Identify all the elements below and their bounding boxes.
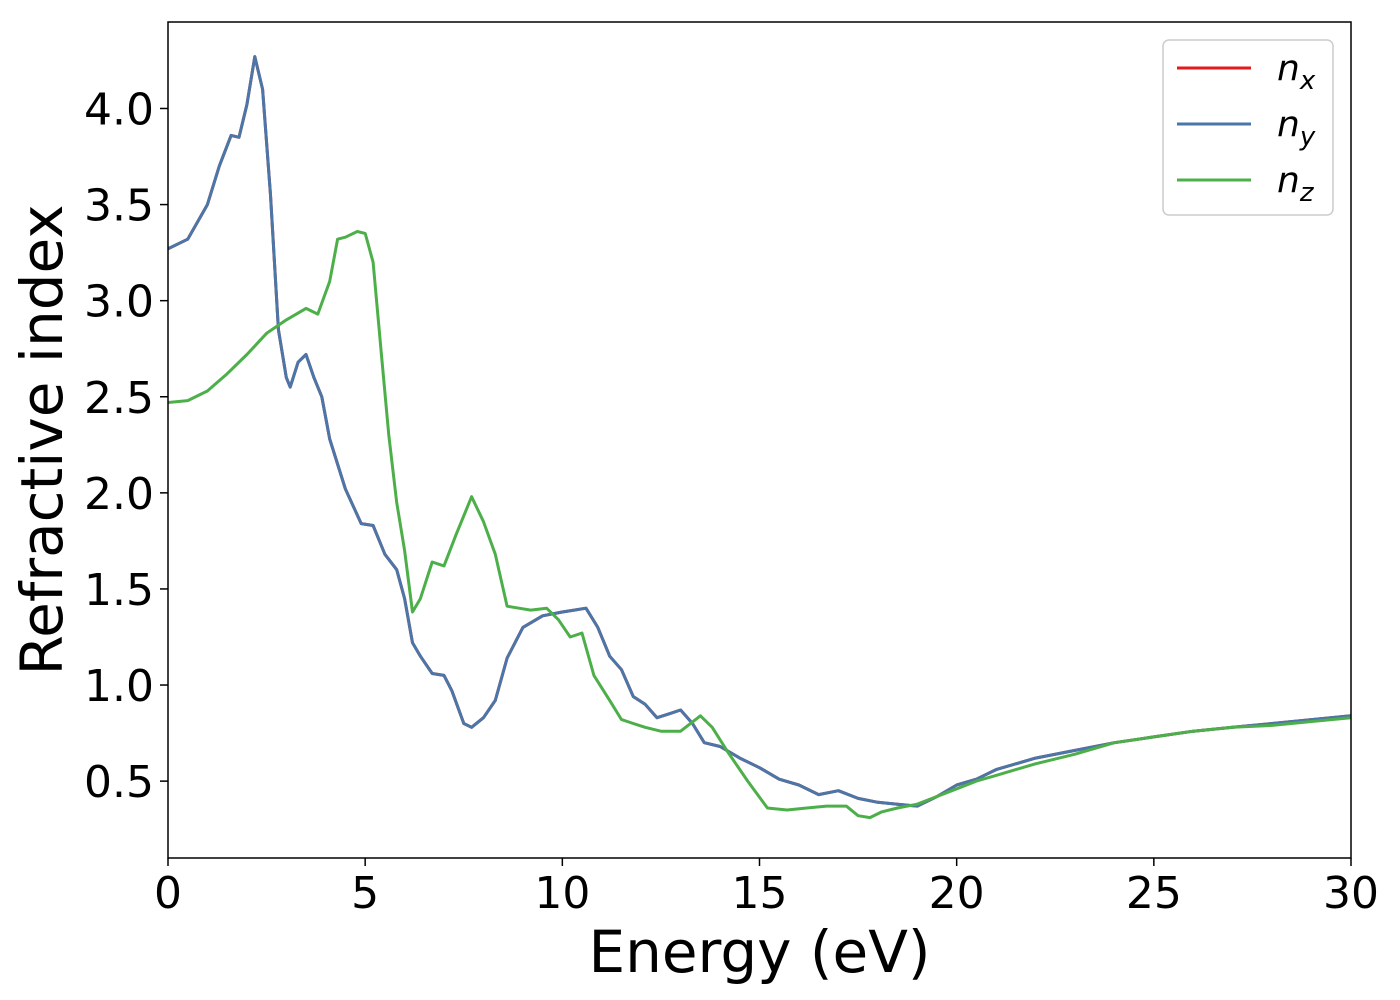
y-tick-label: 3.0 <box>84 277 154 328</box>
legend-box <box>1162 39 1334 216</box>
y-axis-title: Refractive index <box>8 204 76 675</box>
x-tick-label: 0 <box>154 868 182 919</box>
x-tick-label: 5 <box>351 868 379 919</box>
series-line-n-z <box>168 230 1351 820</box>
legend-label-n-x: nx <box>1277 48 1316 96</box>
y-tick-label: 2.5 <box>84 373 154 424</box>
x-tick-label: 15 <box>732 868 788 919</box>
x-tick-label: 25 <box>1126 868 1182 919</box>
y-tick-label: 1.0 <box>84 661 154 712</box>
series-layer <box>168 55 1351 820</box>
x-tick-label: 10 <box>534 868 590 919</box>
x-axis-title: Energy (eV) <box>588 918 930 986</box>
y-tick-label: 1.5 <box>84 565 154 616</box>
y-tick-label: 2.0 <box>84 469 154 520</box>
y-tick-label: 3.5 <box>84 181 154 232</box>
x-axis-ticks: 0 5 10 15 20 25 30 <box>154 858 1379 919</box>
legend-label-n-y: ny <box>1277 104 1316 152</box>
x-tick-label: 20 <box>929 868 985 919</box>
y-axis-ticks: 0.5 1.0 1.5 2.0 2.5 3.0 3.5 4.0 <box>84 84 168 808</box>
y-tick-label: 4.0 <box>84 84 154 135</box>
legend: nx ny nz <box>1162 39 1334 216</box>
y-tick-label: 0.5 <box>84 757 154 808</box>
legend-label-n-z: nz <box>1277 160 1315 208</box>
x-tick-label: 30 <box>1323 868 1379 919</box>
